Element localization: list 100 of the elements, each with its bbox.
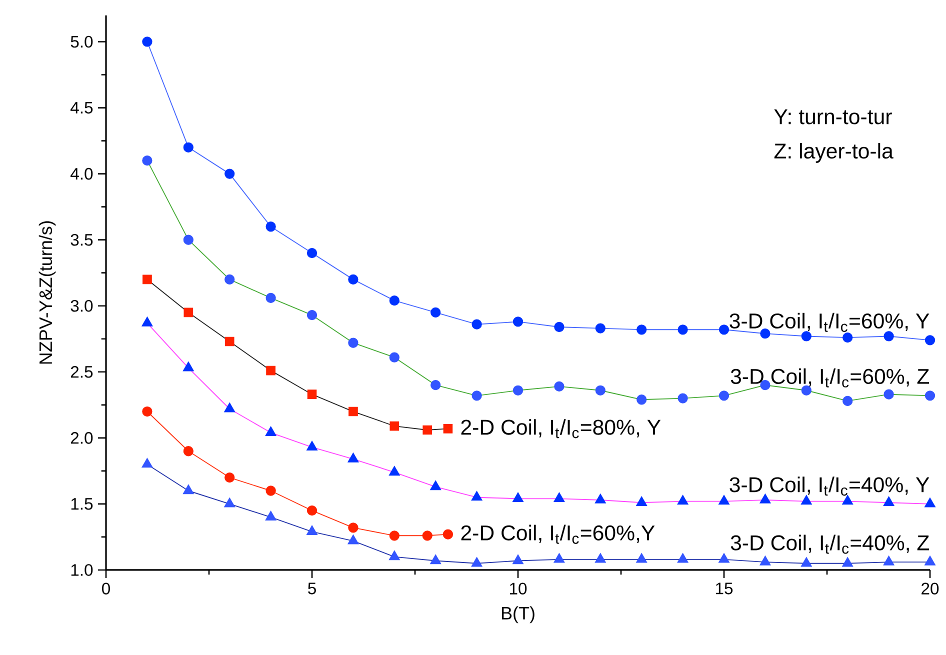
- point: [594, 553, 606, 563]
- point: [677, 494, 688, 505]
- point: [224, 498, 236, 508]
- point: [266, 222, 276, 232]
- point: [390, 421, 400, 431]
- x-tick-label: 15: [716, 582, 733, 594]
- point: [512, 492, 524, 502]
- series-label: 3-D Coil, I$_{t}$/I$_{c}$=60%, Z: [730, 368, 930, 388]
- point: [678, 324, 688, 335]
- point: [182, 362, 194, 372]
- x-tick-label: 0: [102, 582, 110, 594]
- x-tick-label: 5: [308, 582, 316, 594]
- point: [884, 389, 894, 400]
- point: [554, 322, 564, 332]
- point: [266, 486, 276, 496]
- series-label: 3-D Coil, I$_{t}$/I$_{c}$=40%, Y: [730, 476, 930, 496]
- point: [636, 496, 648, 506]
- point: [348, 406, 358, 416]
- y-tick-label: 2.5: [70, 366, 93, 378]
- point: [306, 310, 318, 320]
- series-label: 3-D Coil, I$_{t}$/I$_{c}$=60%, Y: [730, 312, 930, 332]
- point: [471, 490, 482, 501]
- y-tick-label: 2.0: [70, 432, 93, 444]
- x-tick-label: 20: [922, 582, 939, 594]
- point: [430, 480, 442, 490]
- point: [389, 296, 400, 306]
- point: [348, 274, 358, 285]
- point: [306, 525, 318, 536]
- point: [348, 522, 358, 533]
- point: [443, 424, 453, 434]
- point: [183, 446, 194, 456]
- point: [430, 307, 441, 318]
- x-tick-label: 10: [510, 582, 527, 594]
- point: [924, 335, 936, 346]
- point: [472, 390, 482, 401]
- point: [348, 452, 359, 462]
- point: [842, 396, 853, 406]
- series-label: 2-D Coil, I$_{t}$/I$_{c}$=80%, Y: [461, 419, 661, 438]
- point: [471, 556, 482, 567]
- point: [554, 492, 565, 502]
- point: [442, 529, 454, 540]
- point: [636, 394, 647, 405]
- point: [472, 319, 482, 330]
- x-axis-title: B(T): [502, 606, 534, 624]
- point: [142, 406, 152, 417]
- point: [884, 331, 894, 342]
- point: [224, 336, 234, 346]
- point: [389, 352, 400, 362]
- point: [306, 248, 318, 258]
- point: [718, 553, 730, 563]
- point: [760, 494, 771, 504]
- point: [636, 553, 648, 563]
- point: [800, 556, 812, 567]
- point: [554, 381, 564, 392]
- y-tick-label: 4.0: [70, 168, 93, 180]
- point: [224, 274, 235, 285]
- point: [348, 534, 359, 544]
- point: [265, 426, 276, 436]
- point: [224, 472, 235, 483]
- point: [678, 393, 688, 404]
- point: [760, 556, 771, 566]
- point: [924, 556, 936, 566]
- point: [184, 308, 194, 318]
- series-label: 2-D Coil, I$_{t}$/I$_{c}$=60%,Y: [461, 524, 655, 544]
- point: [800, 494, 812, 505]
- point: [677, 553, 688, 563]
- point: [594, 494, 606, 504]
- point: [142, 156, 152, 166]
- point: [430, 380, 441, 390]
- point: [422, 425, 432, 435]
- point: [266, 366, 276, 376]
- point: [224, 168, 235, 179]
- point: [348, 338, 358, 348]
- point: [512, 316, 524, 327]
- series-label: 3-D Coil, I$_{t}$/I$_{c}$=40%, Z: [730, 534, 930, 554]
- point: [183, 234, 194, 245]
- point: [306, 505, 318, 516]
- y-tick-label: 1.0: [71, 564, 93, 576]
- point: [307, 390, 317, 400]
- point: [388, 466, 400, 476]
- point: [422, 530, 432, 541]
- point: [718, 390, 730, 401]
- point: [306, 440, 318, 451]
- point: [595, 385, 606, 396]
- y-axis-title: NZPV-Y&Z(turn/s): [38, 221, 56, 364]
- point: [636, 324, 647, 335]
- point: [265, 510, 276, 520]
- point: [389, 530, 400, 541]
- point: [388, 550, 400, 560]
- point: [266, 292, 276, 304]
- annotation: Y: turn-to-tur: [774, 109, 892, 124]
- point: [924, 390, 936, 401]
- point: [430, 554, 442, 564]
- point: [924, 498, 936, 508]
- y-tick-label: 4.5: [70, 102, 93, 114]
- point: [142, 316, 153, 326]
- annotation: Z: layer-to-la: [774, 142, 894, 163]
- point: [760, 328, 770, 339]
- point: [183, 142, 194, 152]
- y-tick-label: 3.0: [70, 300, 93, 312]
